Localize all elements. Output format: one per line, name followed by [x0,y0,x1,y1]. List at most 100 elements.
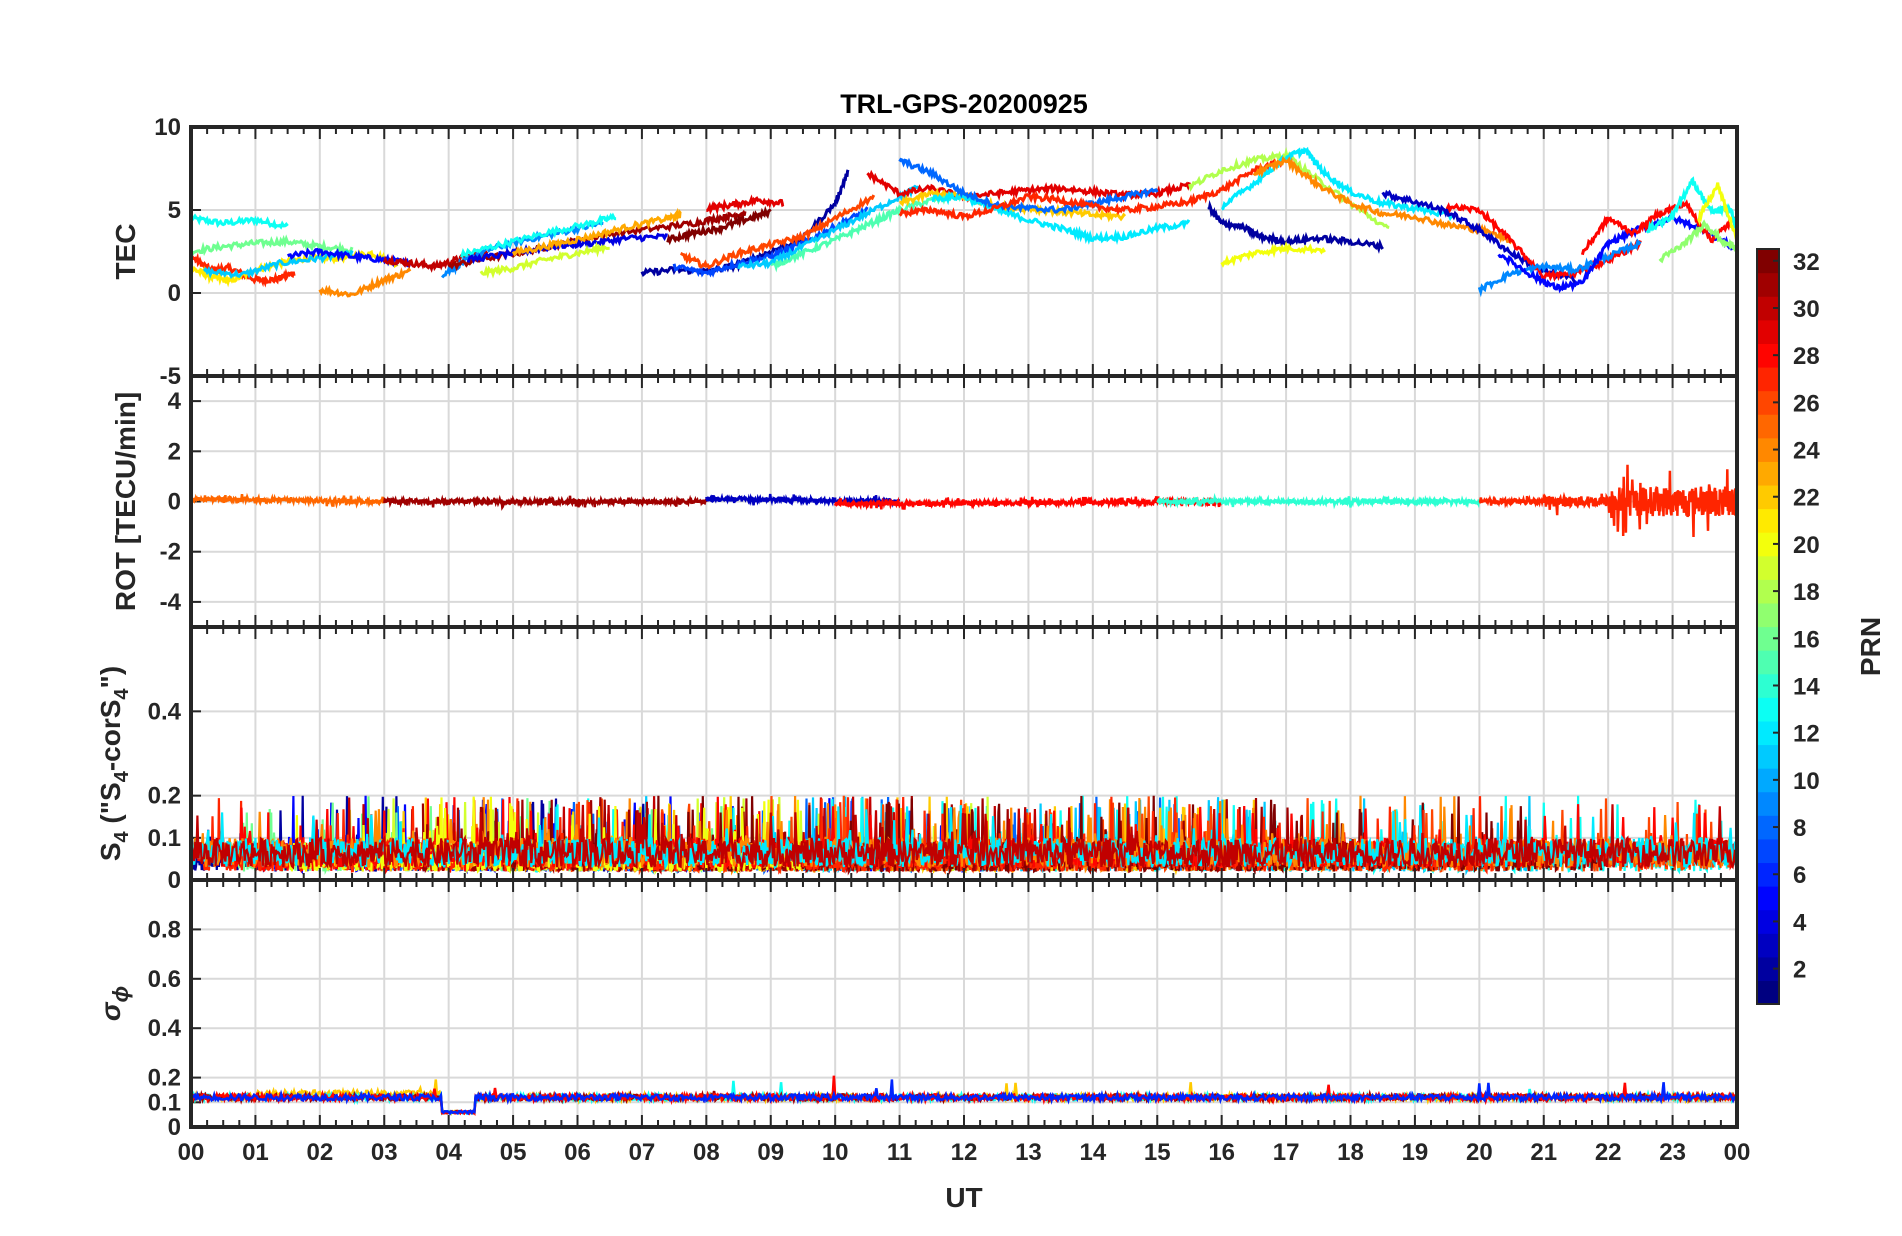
colorbar-swatch [1757,579,1779,604]
x-tick-label: 06 [564,1139,591,1166]
chart-title: TRL-GPS-20200925 [840,89,1088,119]
x-axis-label: UT [945,1182,982,1213]
colorbar-swatch [1757,626,1779,651]
colorbar-tick-label: 16 [1793,626,1820,653]
y-axis-label: ROT [TECU/min] [110,392,141,611]
colorbar-swatch [1757,366,1779,392]
y-axis-label: TEC [110,224,141,280]
x-tick-label: 21 [1530,1139,1557,1166]
tec-series-prn-12 [931,190,1191,245]
x-tick-label: 13 [1015,1139,1042,1166]
colorbar-tick-label: 24 [1793,438,1820,465]
tec-series-prn-12 [1221,146,1455,222]
colorbar-tick-label: 28 [1793,343,1820,370]
panel-1: -5 0 5 10 TEC [110,114,1739,390]
tec-series-prn-9 [1477,238,1642,298]
y-tick-label: 5 [168,197,181,224]
tec-series-prn-16 [191,234,354,258]
tec-series-prn-11 [202,250,354,279]
x-tick-label: 20 [1466,1139,1493,1166]
colorbar-swatch [1757,838,1779,864]
colorbar-tick-label: 10 [1793,768,1820,795]
y-tick-label: 10 [154,114,181,141]
y-tick-label: 0.2 [148,1065,181,1092]
x-tick-label: 22 [1595,1139,1622,1166]
colorbar-tick-label: 2 [1793,957,1806,984]
panel-4-data [191,1075,1737,1117]
colorbar-swatch [1757,532,1779,557]
panel-3: 0 0.1 0.2 0.4 S4 ("S4-corS4") [95,625,1739,894]
tec-series-prn-13 [1645,176,1737,234]
colorbar-swatch [1757,414,1779,439]
colorbar-swatch [1757,555,1779,580]
x-tick-label: 02 [306,1139,333,1166]
y-axis-label: σϕ [95,986,133,1021]
colorbar-tick-label: 32 [1793,249,1820,276]
colorbar-label: PRN [1855,617,1886,676]
rot-series-prn-31 [383,494,708,511]
x-tick-label: 00 [1724,1139,1751,1166]
colorbar-swatch [1757,909,1779,934]
tec-series-prn-13 [460,212,617,258]
panel-2: -4 -2 0 2 4 ROT [TECU/min] [110,374,1739,629]
x-tick-label: 03 [371,1139,398,1166]
colorbar-swatch [1757,296,1779,321]
colorbar-tick-label: 20 [1793,532,1820,559]
colorbar-swatch [1757,791,1779,816]
colorbar-tick-label: 22 [1793,485,1820,512]
y-tick-label: 0 [168,280,181,307]
panel-2-data [191,464,1737,538]
x-tick-label: 11 [887,1139,912,1166]
x-tick-label: 10 [822,1139,849,1166]
colorbar-swatch [1757,886,1779,911]
tec-series-prn-20 [1220,240,1326,268]
x-tick-label: 19 [1402,1139,1429,1166]
colorbar-swatch [1757,343,1779,368]
colorbar-swatch [1757,815,1779,840]
colorbar-swatch [1757,249,1779,274]
colorbar-tick-label: 18 [1793,579,1820,606]
y-tick-label: -5 [160,363,181,390]
rot-series-prn-27 [1478,464,1737,538]
colorbar-swatch [1757,650,1779,675]
tec-series-prn-2 [1207,199,1384,254]
rot-series-prn-14 [1156,492,1481,510]
colorbar-swatch [1757,980,1779,1005]
colorbar-swatch [1757,697,1779,722]
rot-series-prn-25 [191,492,386,509]
colorbar-swatch [1757,768,1779,793]
colorbar-tick-label: 6 [1793,862,1806,889]
y-tick-label: 0.4 [148,1015,182,1042]
colorbar-swatch [1757,437,1779,462]
x-tick-label: 05 [500,1139,527,1166]
tec-series-prn-20 [1696,182,1737,242]
colorbar-tick-label: 12 [1793,721,1820,748]
x-tick-label: 09 [757,1139,784,1166]
y-tick-label: 4 [168,388,182,415]
x-tick-label: 12 [951,1139,978,1166]
tec-series-prn-8 [898,157,1159,215]
y-tick-label: 0 [168,1114,181,1141]
tec-series-prn-13 [191,213,289,230]
tec-series-prn-31 [447,209,747,272]
tec-series-prn-5 [1497,214,1737,294]
x-tick-label: 00 [178,1139,205,1166]
colorbar-swatch [1757,933,1779,958]
tec-series-prn-29 [706,194,785,216]
y-tick-label: 0.4 [148,698,182,725]
panel-4: 00.10.2 0.4 0.6 0.8 σϕ [95,878,1739,1141]
y-tick-label: 0.2 [148,783,181,810]
colorbar-tick-label: 4 [1793,909,1807,936]
colorbar-swatch [1757,390,1779,415]
panel-3-data [191,795,1737,876]
colorbar-tick-label: 8 [1793,815,1806,842]
tec-series-prn-19 [479,241,610,279]
x-tick-label: 15 [1144,1139,1171,1166]
s4-series-prn-12 [191,805,1737,871]
x-tick-label: 14 [1079,1139,1106,1166]
colorbar-swatch [1757,744,1779,769]
y-tick-label: 2 [168,438,181,465]
x-tick-label: 08 [693,1139,720,1166]
y-tick-label: 0.1 [148,1089,181,1116]
